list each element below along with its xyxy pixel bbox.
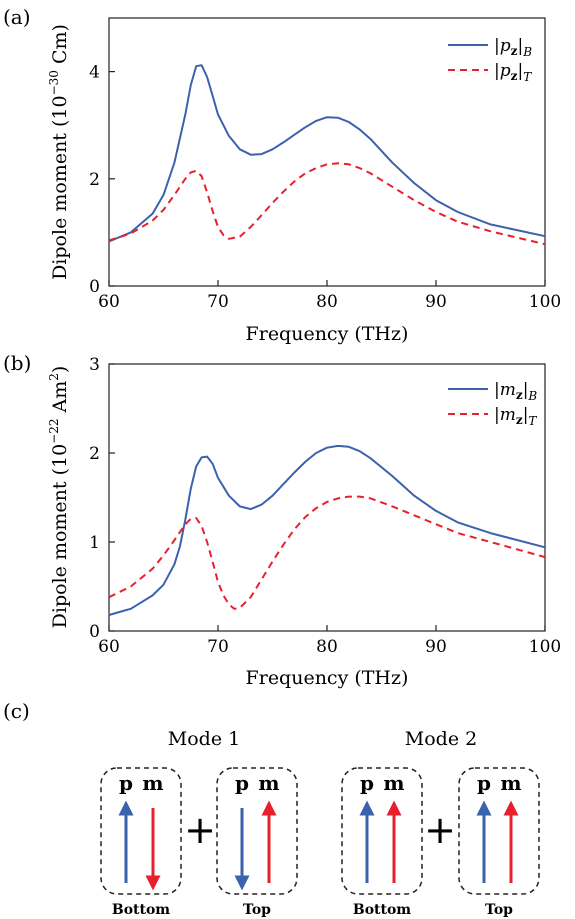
chart-panel-b: (b) 60 70 80 90 100 0 1 2 3 Frequency (THz) Dip… — [3, 351, 561, 689]
x-ticks-b: 60 70 80 90 100 — [98, 625, 561, 657]
box-caption: Bottom — [112, 902, 170, 918]
x-tick-label: 100 — [529, 637, 561, 657]
legend-a: |pz|B|pz|T — [448, 36, 532, 84]
mode-2-title: Mode 2 — [405, 728, 477, 750]
series-line-dashed — [108, 495, 546, 610]
box-caption: Top — [485, 902, 513, 918]
m-label: m — [142, 771, 163, 795]
dipole-box — [100, 767, 182, 895]
legend-label: |mz|T — [494, 405, 537, 428]
x-ticks-a: 60 70 80 90 100 — [98, 280, 561, 312]
y-tick-label: 2 — [89, 170, 100, 190]
x-axis-label-b: Frequency (THz) — [246, 667, 409, 689]
y-ticks-b: 0 1 2 3 — [89, 355, 115, 642]
mode-1-title: Mode 1 — [168, 728, 240, 750]
y-tick-label: 0 — [89, 622, 100, 642]
m-label: m — [258, 771, 279, 795]
dipole-box — [341, 767, 423, 895]
x-tick-label: 70 — [207, 637, 229, 657]
legend-b: |mz|B|mz|T — [448, 380, 537, 428]
panel-label-a: (a) — [3, 5, 31, 29]
y-axis-label-a: Dipole moment (10−30 Cm) — [47, 24, 71, 280]
plus-sign: + — [184, 808, 216, 852]
m-label: m — [383, 771, 404, 795]
legend-label: |pz|B — [494, 36, 532, 59]
x-tick-label: 60 — [98, 292, 120, 312]
x-tick-label: 60 — [98, 637, 120, 657]
panel-label-b: (b) — [3, 351, 31, 375]
x-tick-label: 80 — [316, 637, 338, 657]
m-label: m — [500, 771, 521, 795]
y-tick-label: 3 — [89, 355, 100, 375]
y-tick-label: 4 — [89, 63, 100, 83]
y-tick-label: 0 — [89, 277, 100, 297]
x-tick-label: 70 — [207, 292, 229, 312]
series-line-solid — [108, 64, 546, 243]
x-axis-label-a: Frequency (THz) — [246, 323, 409, 345]
series-line-dashed — [108, 162, 546, 246]
x-tick-label: 90 — [425, 292, 447, 312]
x-tick-label: 80 — [316, 292, 338, 312]
y-ticks-a: 0 2 4 — [89, 63, 115, 297]
y-tick-label: 2 — [89, 444, 100, 464]
series-line-solid — [108, 444, 546, 616]
p-label: p — [119, 771, 133, 795]
y-axis-label-b: Dipole moment (10−22 Am2) — [47, 366, 71, 629]
dipole-box — [458, 767, 540, 895]
p-label: p — [235, 771, 249, 795]
plot-frame-b — [108, 363, 546, 632]
panel-label-c: (c) — [3, 699, 30, 723]
plus-sign: + — [424, 808, 456, 852]
series-group-b — [108, 444, 546, 616]
series-group-a — [108, 64, 546, 246]
x-tick-label: 100 — [529, 292, 561, 312]
plot-frame-a — [108, 17, 546, 287]
chart-panel-a: (a) 60 70 80 90 100 0 2 4 Frequency (THz) Dipo… — [3, 5, 561, 345]
box-caption: Bottom — [353, 902, 411, 918]
dipole-box — [216, 767, 298, 895]
p-label: p — [360, 771, 374, 795]
legend-label: |pz|T — [494, 61, 532, 84]
box-caption: Top — [243, 902, 271, 918]
legend-label: |mz|B — [494, 380, 537, 403]
y-tick-label: 1 — [89, 533, 100, 553]
x-tick-label: 90 — [425, 637, 447, 657]
p-label: p — [477, 771, 491, 795]
